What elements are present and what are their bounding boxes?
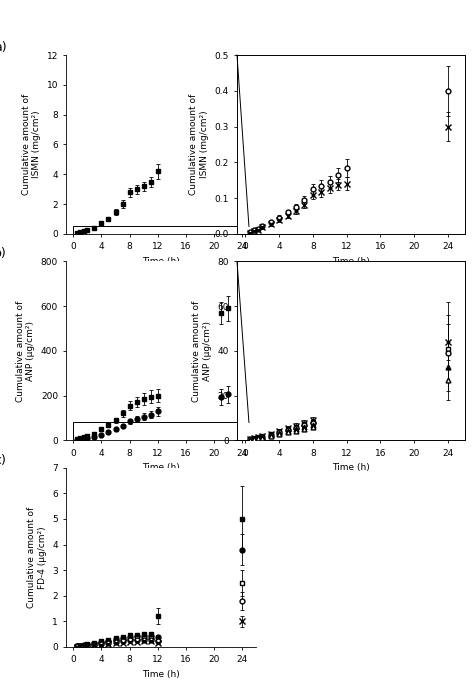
X-axis label: Time (h): Time (h) — [332, 463, 370, 472]
Y-axis label: Cumulative amount of
ISMN (mg/cm²): Cumulative amount of ISMN (mg/cm²) — [189, 94, 209, 195]
X-axis label: Time (h): Time (h) — [142, 669, 180, 678]
X-axis label: Time (h): Time (h) — [142, 463, 180, 472]
Y-axis label: Cumulative amount of
ISMN (mg/cm²): Cumulative amount of ISMN (mg/cm²) — [22, 94, 41, 195]
Bar — [73, 226, 249, 234]
Y-axis label: Cumulative amount of
ANP (μg/cm²): Cumulative amount of ANP (μg/cm²) — [16, 300, 35, 402]
Y-axis label: Cumulative amount of
FD-4 (μg/cm²): Cumulative amount of FD-4 (μg/cm²) — [27, 506, 47, 608]
Bar — [73, 422, 249, 440]
Text: a): a) — [0, 41, 7, 54]
X-axis label: Time (h): Time (h) — [142, 257, 180, 266]
Text: b): b) — [0, 247, 7, 260]
Text: c): c) — [0, 453, 6, 466]
X-axis label: Time (h): Time (h) — [332, 257, 370, 266]
Y-axis label: Cumulative amount of
ANP (μg/cm²): Cumulative amount of ANP (μg/cm²) — [192, 300, 211, 402]
